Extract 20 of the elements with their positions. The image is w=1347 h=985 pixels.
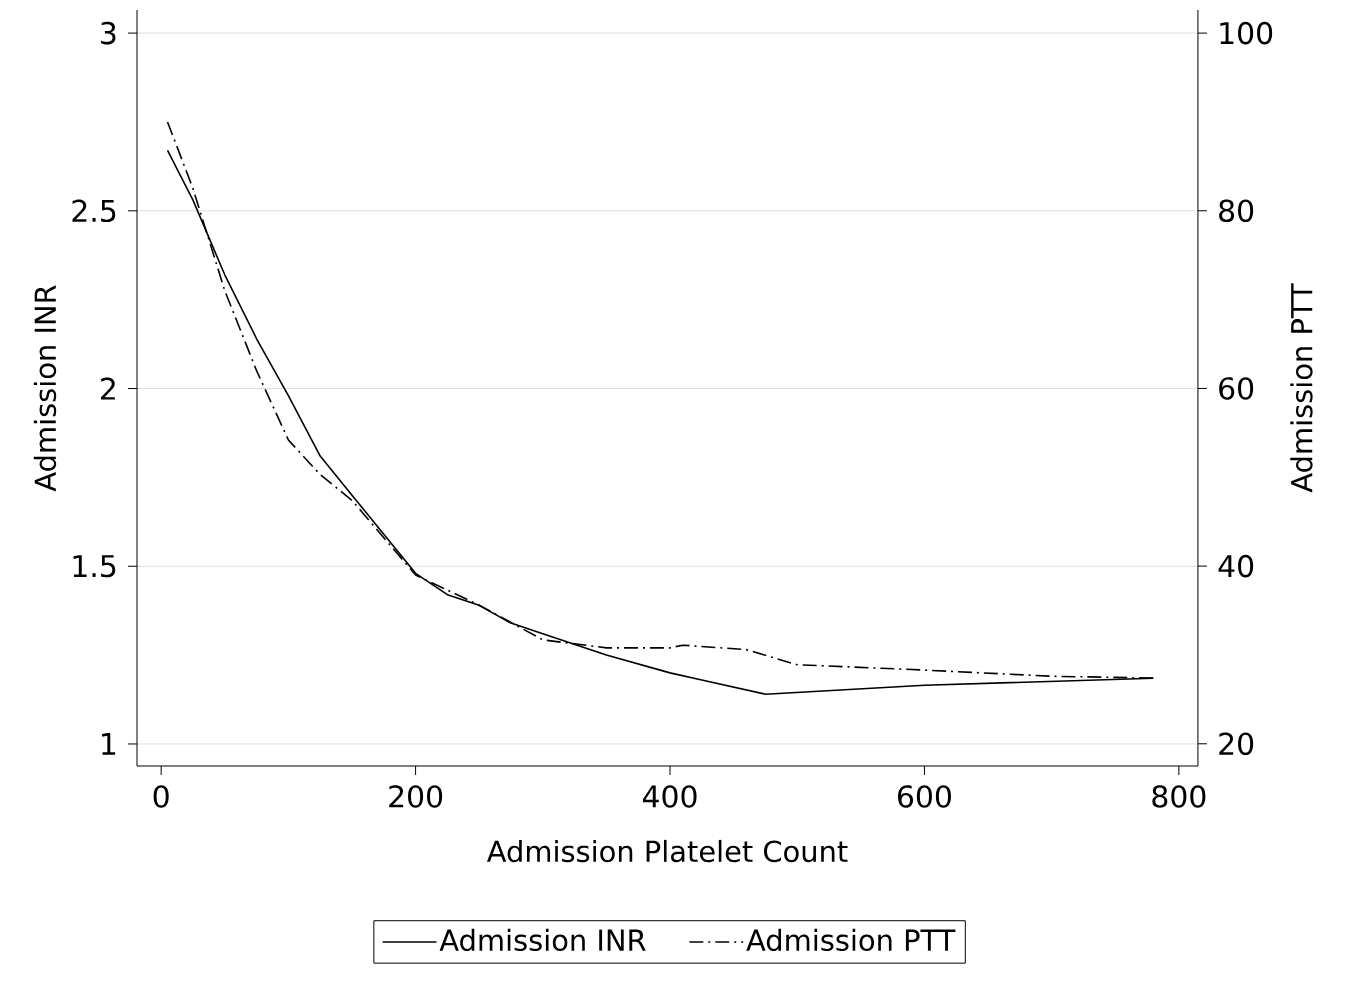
legend-label: Admission PTT: [746, 928, 956, 952]
y2-tick-label: 20: [1219, 732, 1254, 756]
y-tick-label: 1.5: [73, 555, 116, 578]
x-tick-label: 400: [642, 785, 697, 808]
y-tick-label: 1: [102, 733, 116, 755]
y2-tick-label: 40: [1218, 554, 1254, 578]
legend-label: Admission INR: [439, 928, 646, 952]
x-tick-label: 800: [1152, 785, 1206, 808]
y-tick-label: 2.5: [72, 199, 116, 223]
y-tick-label: 2: [101, 377, 115, 400]
y-axis-title: Admission INR: [33, 285, 57, 492]
y2-tick-label: 60: [1219, 377, 1254, 400]
x-tick-label: 200: [389, 785, 443, 808]
x-tick-label: 600: [898, 785, 951, 808]
y2-tick-label: 100: [1220, 21, 1273, 45]
x-axis-title: Admission Platelet Count: [486, 839, 848, 863]
x-tick-label: 0: [153, 785, 169, 808]
y2-axis-title: Admission PTT: [1290, 283, 1313, 493]
y2-tick-label: 80: [1219, 199, 1254, 223]
y-tick-label: 3: [101, 21, 116, 45]
